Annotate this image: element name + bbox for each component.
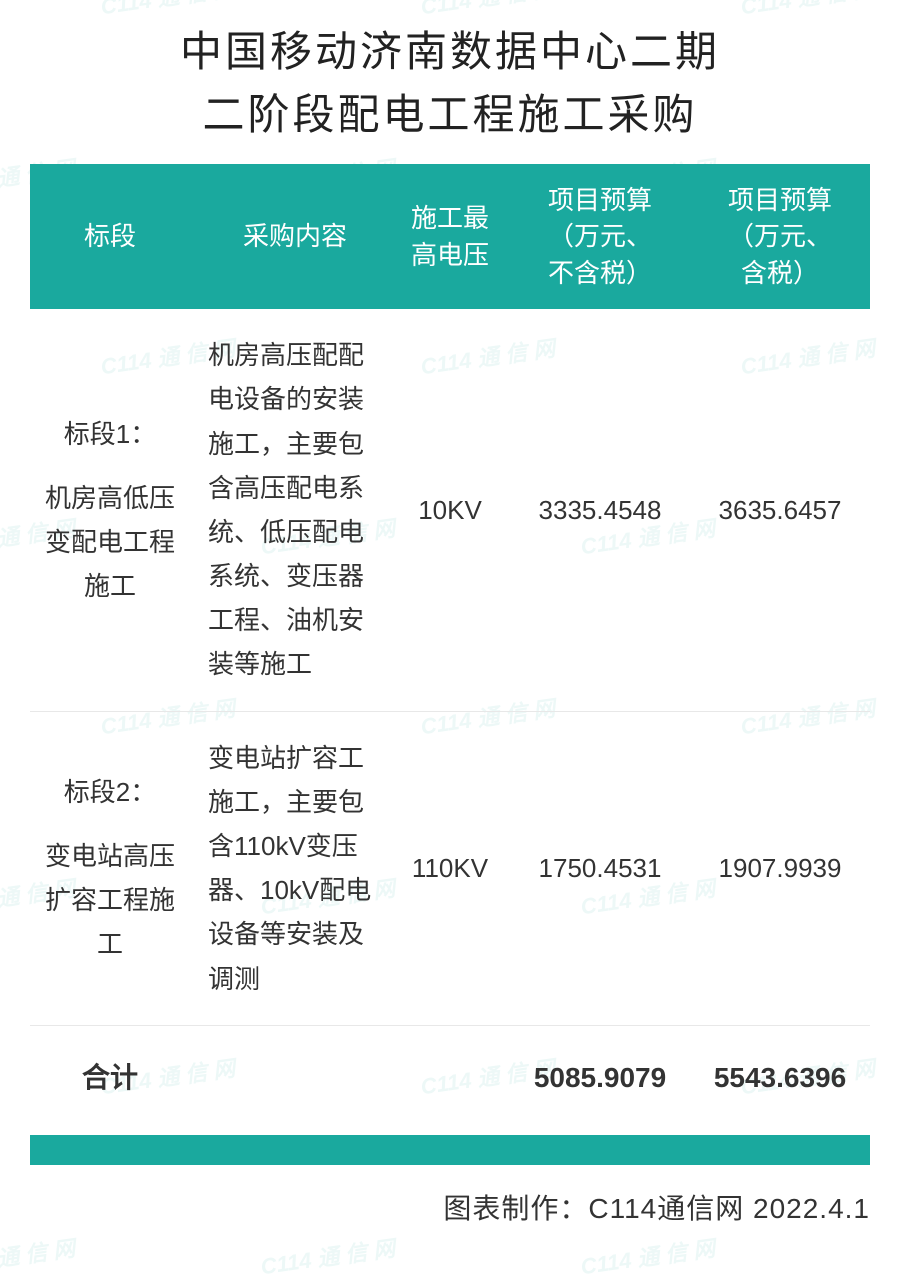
col-voltage: 施工最高电压 — [390, 164, 510, 309]
bottom-bar — [30, 1135, 870, 1165]
col-content: 采购内容 — [190, 164, 390, 309]
col-budget-tax: 项目预算（万元、含税） — [690, 164, 870, 309]
procurement-table: 标段 采购内容 施工最高电压 项目预算（万元、不含税） 项目预算（万元、含税） … — [30, 164, 870, 1129]
attribution: 图表制作：C114通信网 2022.4.1 — [0, 1165, 900, 1227]
cell-budget-tax: 1907.9939 — [690, 711, 870, 1025]
table-row: 标段1： 机房高低压变配电工程施工 机房高压配配电设备的安装施工，主要包含高压配… — [30, 309, 870, 711]
title-line2: 二阶段配电工程施工采购 — [202, 91, 697, 138]
cell-voltage: 110KV — [390, 711, 510, 1025]
total-budget-notax: 5085.9079 — [510, 1025, 690, 1129]
cell-budget-notax: 1750.4531 — [510, 711, 690, 1025]
page-title: 中国移动济南数据中心二期 二阶段配电工程施工采购 — [30, 20, 870, 146]
cell-budget-notax: 3335.4548 — [510, 309, 690, 711]
col-budget-notax: 项目预算（万元、不含税） — [510, 164, 690, 309]
cell-content: 变电站扩容工施工，主要包含110kV变压器、10kV配电设备等安装及调测 — [190, 711, 390, 1025]
title-line1: 中国移动济南数据中心二期 — [180, 28, 720, 75]
cell-voltage: 10KV — [390, 309, 510, 711]
cell-content: 机房高压配配电设备的安装施工，主要包含高压配电系统、低压配电系统、变压器工程、油… — [190, 309, 390, 711]
cell-budget-tax: 3635.6457 — [690, 309, 870, 711]
total-label: 合计 — [30, 1025, 190, 1129]
table-header-row: 标段 采购内容 施工最高电压 项目预算（万元、不含税） 项目预算（万元、含税） — [30, 164, 870, 309]
cell-section: 标段1： 机房高低压变配电工程施工 — [30, 309, 190, 711]
col-section: 标段 — [30, 164, 190, 309]
total-row: 合计 5085.9079 5543.6396 — [30, 1025, 870, 1129]
cell-section: 标段2： 变电站高压扩容工程施工 — [30, 711, 190, 1025]
total-budget-tax: 5543.6396 — [690, 1025, 870, 1129]
table-row: 标段2： 变电站高压扩容工程施工 变电站扩容工施工，主要包含110kV变压器、1… — [30, 711, 870, 1025]
